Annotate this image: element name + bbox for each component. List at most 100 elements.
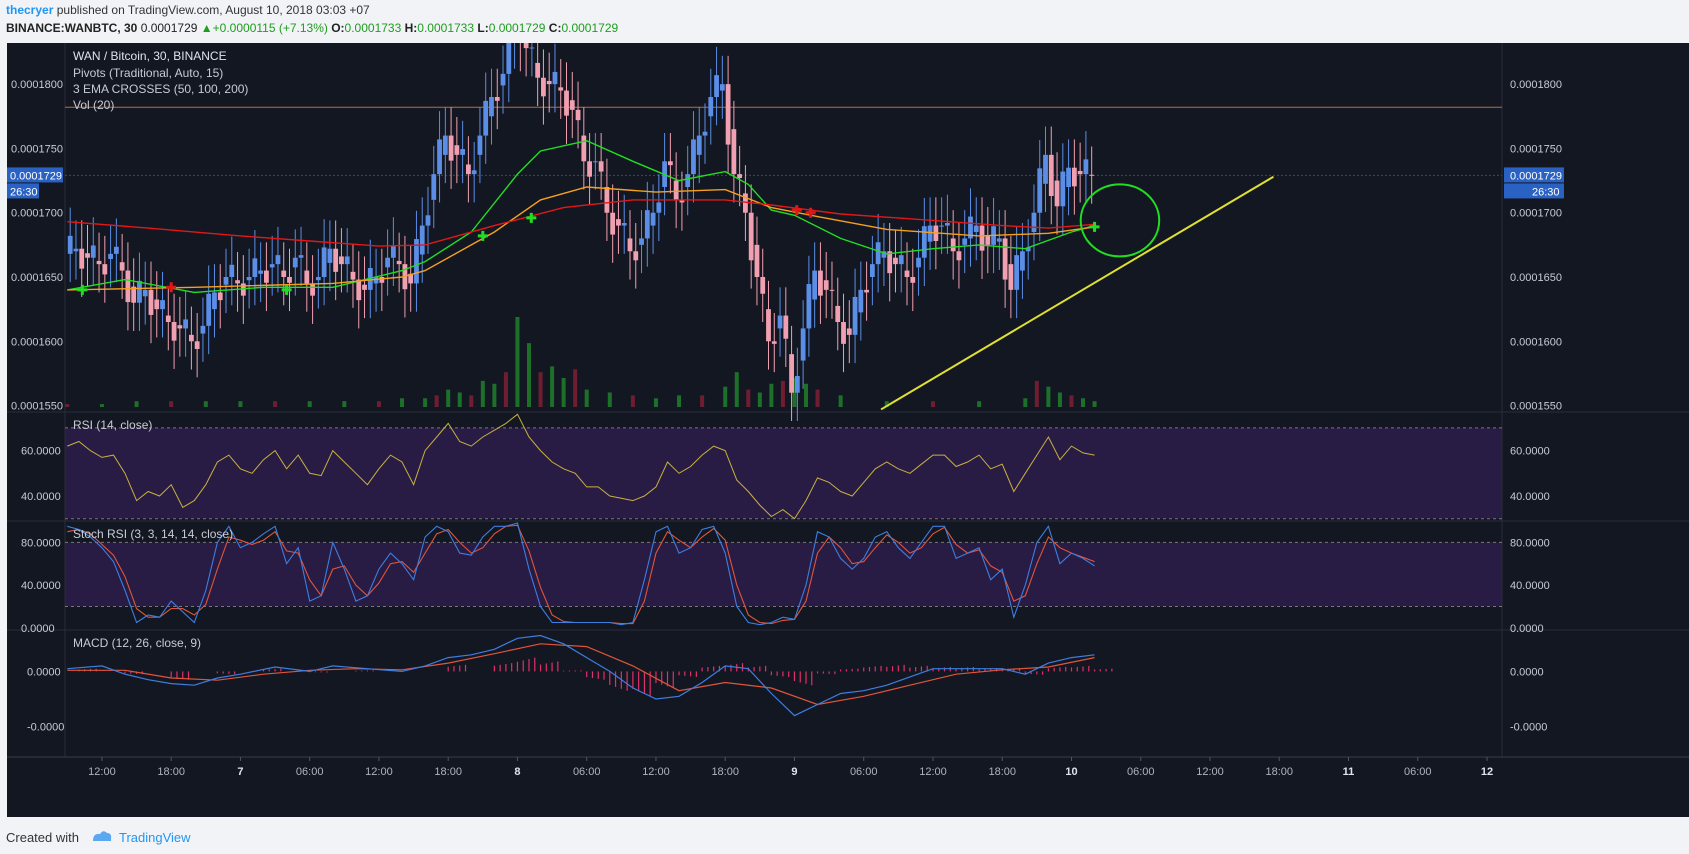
time-tick-label: 12:00 [1196,766,1224,778]
candle-body [108,253,113,259]
candle-body [229,264,235,277]
candle-body [743,193,748,213]
candle-body [800,328,806,361]
candle-body [541,77,546,97]
candle-body [794,376,800,393]
time-tick-label: 18:00 [434,766,462,778]
candle-body [373,277,379,284]
volume-bar [780,380,785,407]
candle-body [887,251,893,274]
candle-body [67,235,73,254]
candle-body [310,283,315,296]
candle-body [985,235,991,245]
ema-line-3 [67,199,1095,247]
candle-body [904,270,910,277]
volume-bar [930,401,935,407]
countdown-tag-right [1504,183,1564,199]
chart-area[interactable]: 0.0001800 0.0001800 0.0001750 0.0001750 0.00… [7,0,1689,817]
candle-body [321,247,327,277]
candle-body [754,244,760,277]
last-price-tag-right-text: 0.0001729 [1510,170,1562,182]
stoch-tick-left: 0.0000 [21,623,55,635]
price-tick-right: 0.0001800 [1510,79,1562,91]
countdown-tag-right-text: 26:30 [1532,186,1560,198]
volume-bar [1081,398,1086,407]
time-tick-label: 9 [791,766,797,778]
volume-bar [977,401,982,407]
candle-body [708,97,714,117]
last-price-tag-left-text: 0.0001729 [10,170,62,182]
candle-body [448,135,454,161]
volume-bar [503,372,508,407]
last-price-tag-left [7,167,63,183]
candle-body [483,100,489,136]
volume-bar [238,401,243,407]
candle-body [362,284,367,290]
volume-bar [526,343,531,407]
tradingview-brand-link[interactable]: TradingView [118,830,191,845]
candle-body [621,223,627,226]
candle-body [1060,171,1066,207]
volume-bar [480,380,485,407]
ema-cross-marker [526,212,537,223]
footer: Created with TradingView [6,829,191,846]
candle-body [131,286,137,303]
candle-body [1002,238,1008,280]
time-tick-label: 12 [1481,766,1493,778]
candle-body [956,251,962,261]
ema-cross-marker [791,205,802,216]
open-value: 0.0001733 [344,21,402,35]
high-value: 0.0001733 [417,21,475,35]
price-tick-right: 0.0001550 [1510,401,1562,413]
candle-body [898,255,904,265]
last-value: 0.0001729 [140,21,198,35]
candle-body [125,270,131,303]
candle-body [546,80,552,85]
candle-body [287,277,292,283]
change-value: +0.0000115 (+7.13%) [212,21,328,35]
tradingview-logo-icon [91,829,113,846]
candle-body [667,161,673,166]
price-tick-left: 0.0001800 [11,79,63,91]
candle-body [552,71,558,85]
volume-bar [584,389,589,407]
candle-body [841,322,846,344]
candle-body [200,325,206,334]
candle-body [818,270,823,296]
time-tick-label: 06:00 [1404,766,1432,778]
indicator-label: 3 EMA CROSSES (50, 100, 200) [73,82,248,96]
ema-cross-marker [1089,221,1100,232]
candle-body [258,270,264,274]
candle-body [327,248,333,263]
author-link[interactable]: thecryer [6,3,54,17]
volume-bar [469,395,474,407]
ema-cross-marker [77,284,88,295]
candle-body [333,248,339,272]
candle-body [85,253,90,258]
chart-svg[interactable]: 0.0001800 0.0001800 0.0001750 0.0001750 0.00… [7,0,1689,817]
stoch-tick-right: 40.0000 [1510,580,1550,592]
candle-body [142,289,148,297]
candle-body [696,135,702,155]
rsi-tick-right: 40.0000 [1510,491,1550,503]
candle-body [523,27,529,49]
price-tick-left: 0.0001700 [11,208,63,220]
candle-body [1089,174,1095,176]
candle-body [344,256,350,265]
candle-body [558,87,564,91]
candle-body [119,262,125,271]
time-tick-label: 18:00 [1265,766,1293,778]
candle-body [806,284,812,329]
candle-body [656,202,662,213]
volume-bar [376,401,381,407]
macd-tick-right: -0.0000 [1510,722,1547,734]
volume-bar [446,389,451,407]
candle-body [725,84,731,145]
volume-bar [884,401,889,407]
candle-body [500,73,506,86]
candle-body [627,238,633,252]
time-tick-label: 8 [514,766,520,778]
candle-body [315,277,321,281]
stoch-line-k [67,522,1095,626]
open-label: O: [331,21,345,35]
